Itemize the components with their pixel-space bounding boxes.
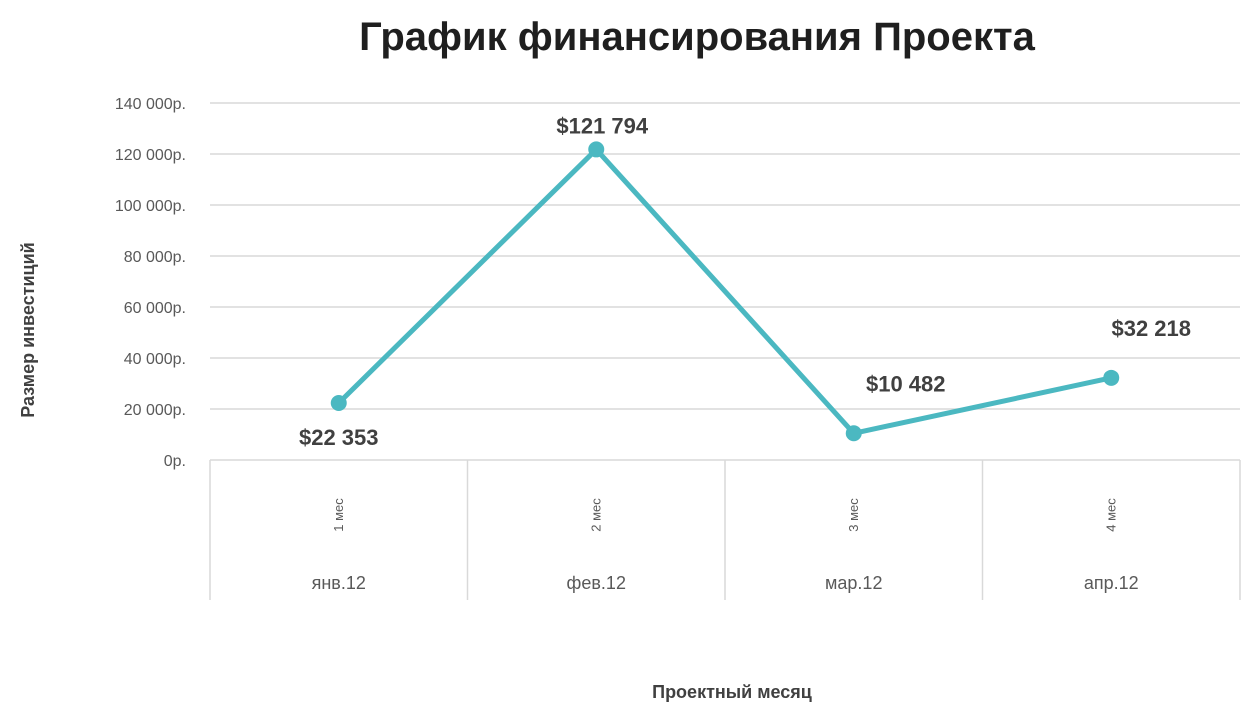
data-label: $32 218 — [1111, 316, 1191, 341]
series-group — [330, 141, 1120, 442]
y-tick-label: 80 000р. — [124, 249, 186, 266]
x-sub-tick-label: 3 мес — [846, 498, 861, 532]
data-point — [588, 141, 605, 158]
y-tick-label: 140 000р. — [115, 96, 186, 113]
y-tick-label: 100 000р. — [115, 198, 186, 215]
y-tick-label: 60 000р. — [124, 300, 186, 317]
data-point — [1103, 369, 1120, 386]
data-label: $22 353 — [299, 425, 379, 450]
data-label: $10 482 — [866, 371, 946, 396]
x-tick-label: янв.12 — [312, 573, 366, 593]
data-label: $121 794 — [556, 113, 649, 138]
data-point — [330, 394, 347, 411]
y-tick-label: 40 000р. — [124, 351, 186, 368]
x-tick-label: апр.12 — [1084, 573, 1139, 593]
y-axis-ticks: 0р. 20 000р. 40 000р. 60 000р. 80 000р. 100 0… — [115, 96, 186, 470]
x-sub-tick-label: 1 мес — [331, 498, 346, 532]
data-point — [845, 425, 862, 442]
y-tick-label: 20 000р. — [124, 402, 186, 419]
x-tick-label: фев.12 — [567, 573, 626, 593]
gridlines — [210, 102, 1240, 461]
data-labels: $22 353 $121 794 $10 482 $32 218 — [299, 113, 1191, 450]
y-tick-label: 120 000р. — [115, 147, 186, 164]
x-axis-label: Проектный месяц — [652, 682, 812, 702]
chart-title: График финансирования Проекта — [359, 15, 1035, 59]
x-sub-tick-label: 4 мес — [1103, 498, 1118, 532]
series-line — [336, 146, 1114, 436]
y-tick-label: 0р. — [164, 453, 186, 470]
x-sub-tick-label: 2 мес — [588, 498, 603, 532]
x-tick-label: мар.12 — [825, 573, 882, 593]
y-axis-label: Размер инвестиций — [18, 242, 38, 417]
x-axis: 1 мес янв.12 2 мес фев.12 3 мес мар.12 4 мес ап… — [209, 460, 1241, 600]
